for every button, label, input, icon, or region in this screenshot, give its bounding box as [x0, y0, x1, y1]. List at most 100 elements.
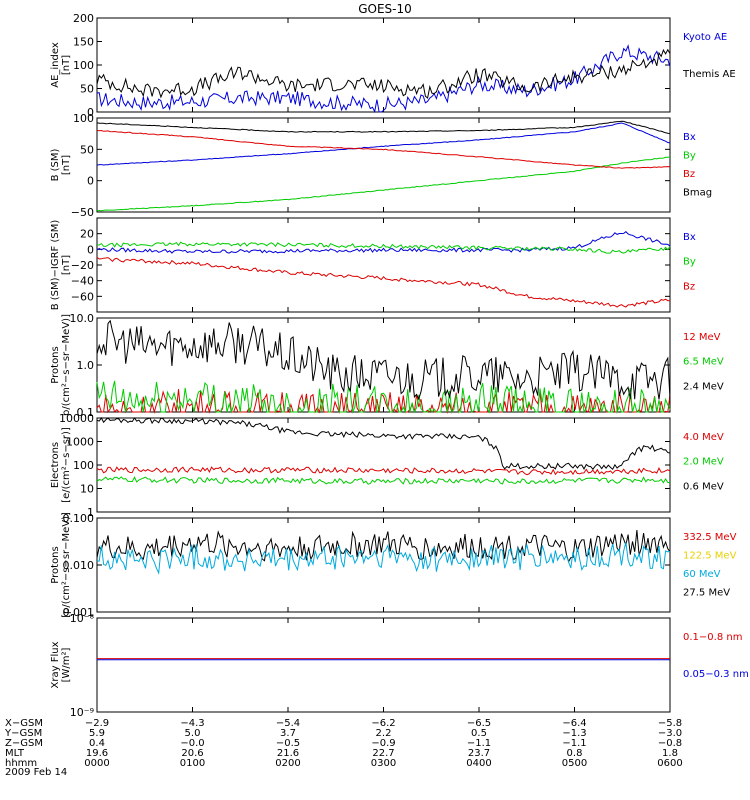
ephemeris-value: 0200 [275, 758, 300, 769]
ephemeris-value: −1.1 [562, 738, 586, 749]
y-axis-label-line: Protons [50, 346, 61, 383]
ephemeris-row-label: Y−GSM [4, 728, 42, 739]
y-tick-label: 20 [80, 228, 94, 241]
legend-entry: 6.5 MeV [683, 357, 724, 368]
panel-frame [96, 117, 671, 213]
y-axis-label-line: Protons [50, 546, 61, 583]
series-line-6-5-mev [96, 380, 671, 414]
series-line-0-6-mev [96, 417, 671, 470]
y-tick-label: 100 [73, 459, 94, 472]
ephemeris-value: 0400 [466, 758, 491, 769]
legend-entry: Bmag [683, 188, 712, 199]
panel-electrons: 10000 1000 100 10 1 Electrons[e/(cm²−s−sr)] 4.… [50, 412, 724, 519]
ephemeris-table: X−GSM −2.9 −4.3 −5.4 −6.2 −6.5 −6.4 −5.8 Y−GSM 5.… [4, 718, 683, 769]
y-tick-label: 0.001 [63, 606, 95, 619]
legend-entry: 2.0 MeV [683, 457, 724, 468]
legend-entry: 122.5 MeV [683, 551, 737, 562]
y-tick-label: 10⁻⁸ [70, 612, 95, 625]
date-label: 2009 Feb 14 [5, 767, 67, 778]
ephemeris-value: −6.4 [562, 718, 586, 729]
y-tick-label: 50 [80, 143, 94, 156]
y-axis-label: B (SM)−IGRF (SM)[nT] [50, 220, 72, 311]
y-tick-label: 0.100 [63, 512, 95, 525]
y-axis-label-line: Electrons [50, 442, 61, 488]
panel-frame [96, 317, 671, 413]
legend-entry: 0.05−0.3 nm [683, 669, 749, 680]
panel-b-sm: 100 50 0 −50 B (SM)[nT] Bx By Bz Bmag [50, 112, 712, 219]
y-axis-label-line: [W/m²] [61, 647, 72, 682]
y-tick-label: 1 [87, 506, 94, 519]
y-tick-label: 50 [80, 83, 94, 96]
panel-xray: 10⁻⁸ 10⁻⁹ Xray Flux[W/m²] 0.1−0.8 nm 0.05−0.… [50, 612, 749, 719]
y-tick-label: 100 [73, 112, 94, 125]
ephemeris-value: −0.9 [371, 738, 395, 749]
legend-entry: Bx [683, 232, 696, 243]
y-tick-label: 0.1 [77, 406, 95, 419]
ephemeris-row-label: Z−GSM [5, 738, 43, 749]
series-line-themis-ae [96, 48, 671, 99]
y-axis-label: B (SM)[nT] [50, 148, 72, 181]
y-axis-label-line: [nT] [61, 55, 72, 75]
y-axis-label-line: Xray Flux [50, 641, 61, 688]
y-axis-label-line: AE_index [50, 42, 61, 88]
y-axis-label-line: [nT] [61, 255, 72, 275]
legend-entry: By [683, 257, 696, 268]
ephemeris-value: −5.4 [276, 718, 300, 729]
y-tick-label: −20 [71, 259, 94, 272]
y-axis-label-line: [p/(cm²−s−sr−MeV)] [61, 512, 72, 618]
legend-entry: By [683, 151, 696, 162]
ephemeris-value: −0.8 [658, 738, 682, 749]
series-line-4-0-mev [96, 466, 671, 476]
series-line-kyoto-ae [96, 44, 671, 114]
ephemeris-value: −2.9 [85, 718, 109, 729]
ephemeris-value: −0.5 [276, 738, 300, 749]
series-line-by [96, 241, 671, 254]
ephemeris-value: 0000 [84, 758, 109, 769]
panel-protons-hi: 10.0 1.0 0.1 Protonsp/(cm²−s−sr−MeV)] 12 MeV… [50, 312, 724, 419]
y-axis-label-line: B (SM)−IGRF (SM) [50, 220, 61, 311]
panel-frame [96, 417, 671, 513]
y-tick-label: 1000 [66, 436, 94, 449]
y-axis-label: Protons[p/(cm²−s−sr−MeV)] [50, 512, 72, 618]
ephemeris-value: 0100 [180, 758, 205, 769]
y-axis-label: AE_index[nT] [50, 42, 72, 88]
legend-entry: 60 MeV [683, 569, 721, 580]
ephemeris-value: −3.0 [658, 728, 682, 739]
ephemeris-value: −6.2 [371, 718, 395, 729]
ephemeris-value: 19.6 [86, 748, 108, 759]
ephemeris-value: 5.0 [185, 728, 201, 739]
ephemeris-value: 3.7 [280, 728, 296, 739]
series-line-by [96, 156, 671, 212]
y-tick-label: 100 [73, 59, 94, 72]
panel-frame [96, 217, 671, 313]
ephemeris-value: −1.3 [562, 728, 586, 739]
panel-frame [96, 617, 671, 713]
ephemeris-value: 1.8 [662, 748, 678, 759]
y-tick-label: −40 [71, 275, 94, 288]
panel-frame [96, 517, 671, 613]
series-line-2-4-mev [96, 319, 671, 401]
legend-entry: 12 MeV [683, 332, 721, 343]
y-tick-label: 0 [87, 175, 94, 188]
legend-entry: 0.6 MeV [683, 481, 724, 492]
y-tick-label: 10 [80, 483, 94, 496]
ephemeris-value: 5.9 [89, 728, 105, 739]
y-axis-label-line: [e/(cm²−s−sr)] [61, 427, 72, 503]
ephemeris-value: 22.7 [372, 748, 394, 759]
ephemeris-value: 2.2 [376, 728, 392, 739]
y-tick-label: 200 [73, 12, 94, 25]
legend-entry: 4.0 MeV [683, 432, 724, 443]
legend-entry: 332.5 MeV [683, 532, 737, 543]
legend-entry: Bx [683, 132, 696, 143]
legend-entry: Bz [683, 281, 695, 292]
y-tick-label: 150 [73, 36, 94, 49]
ephemeris-row-label: MLT [5, 748, 25, 759]
legend-entry: Themis AE [682, 69, 736, 80]
y-tick-label: 10.0 [70, 312, 95, 325]
series-line-60-mev [96, 542, 671, 575]
series-line-bx [96, 231, 671, 254]
legend-entry: 2.4 MeV [683, 381, 724, 392]
ephemeris-value: 0.5 [471, 728, 487, 739]
ephemeris-value: −0.0 [180, 738, 204, 749]
